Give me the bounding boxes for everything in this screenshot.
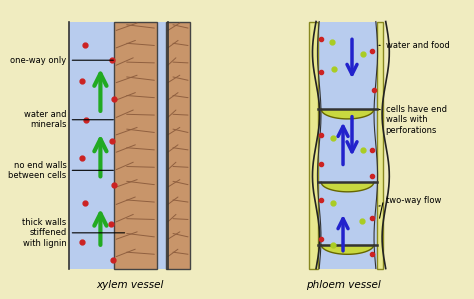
Text: thick walls
stiffened
with lignin: thick walls stiffened with lignin [22, 218, 125, 248]
Bar [310, 22, 319, 269]
Text: no end walls
between cells: no end walls between cells [9, 161, 113, 180]
Text: water and
minerals: water and minerals [24, 110, 113, 129]
Bar [69, 22, 168, 269]
Text: phloem vessel: phloem vessel [306, 280, 381, 290]
Text: water and food: water and food [379, 41, 449, 50]
Text: xylem vessel: xylem vessel [96, 280, 164, 290]
Text: two-way flow: two-way flow [379, 196, 441, 206]
Bar [377, 22, 383, 269]
Text: one-way only: one-way only [10, 56, 113, 65]
Bar [114, 22, 156, 269]
Bar [165, 22, 190, 269]
Bar [319, 22, 377, 269]
Text: cells have end
walls with
perforations: cells have end walls with perforations [379, 105, 447, 135]
